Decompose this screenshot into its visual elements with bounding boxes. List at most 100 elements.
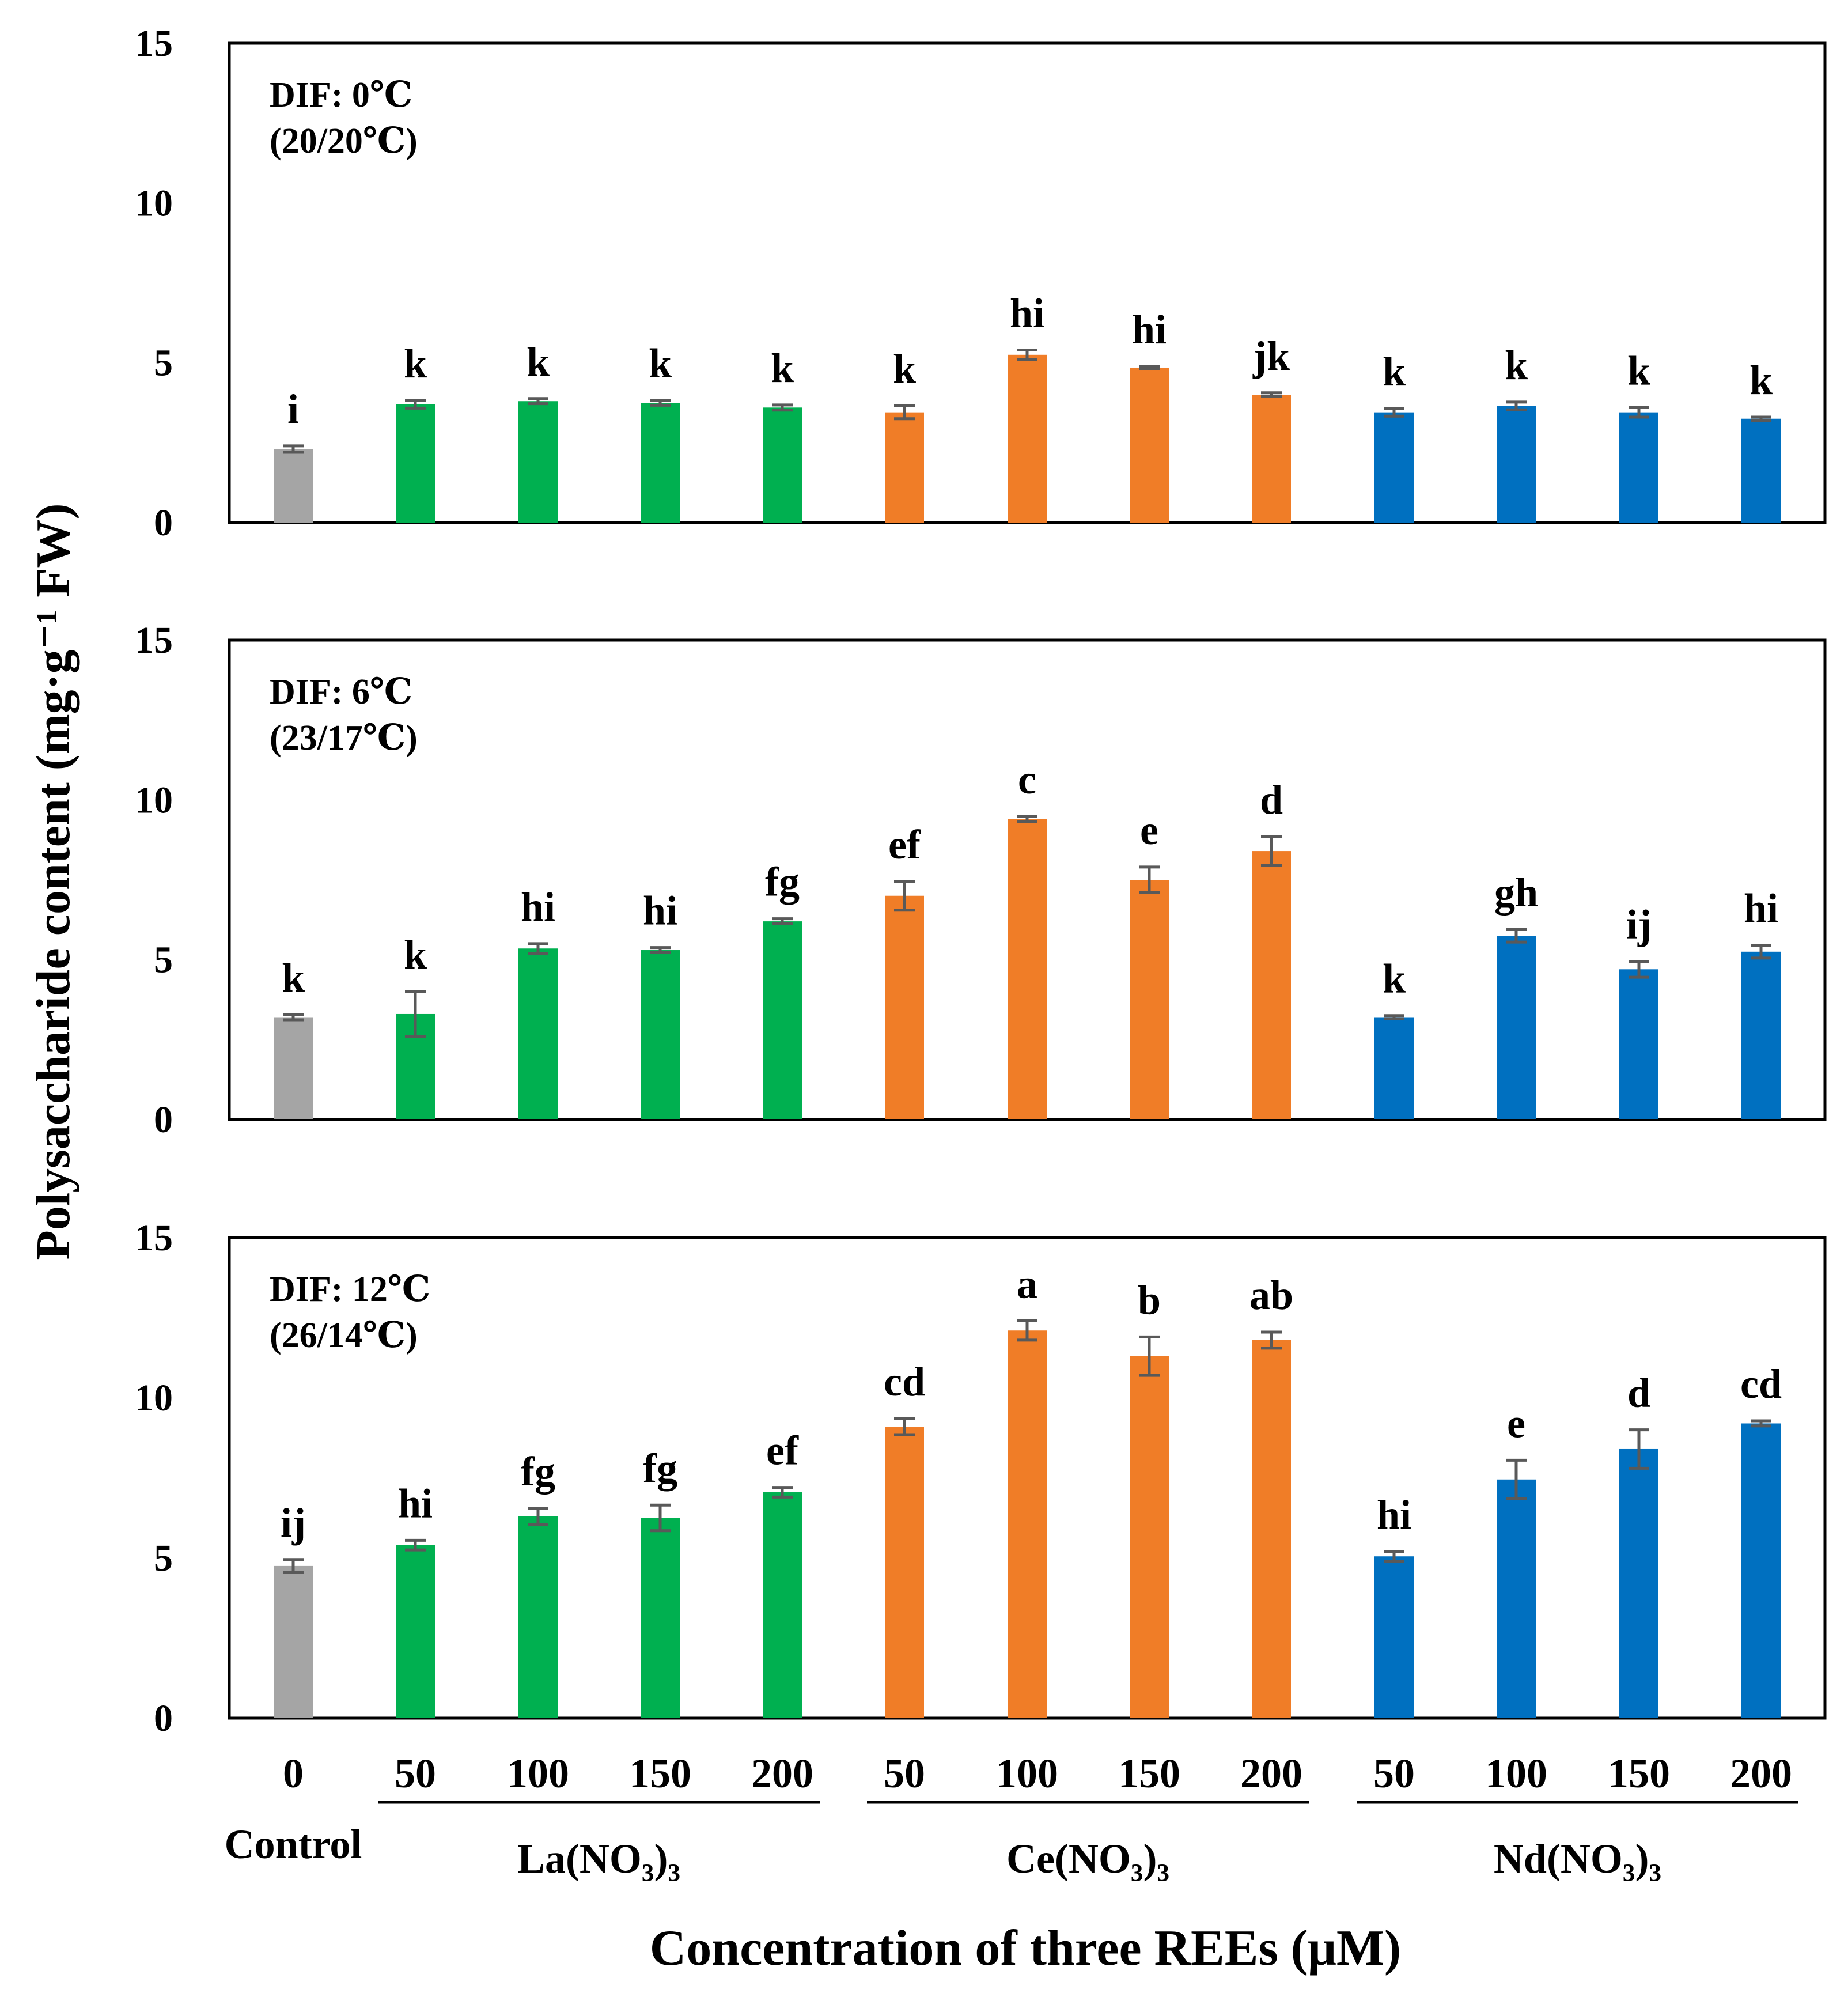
chart-svg: 0 5 10 15 DIF: 0℃ (20/20℃) i k k k k k hi hi jk k k k k 0 5 1…: [0, 0, 1848, 1994]
significance-letter: k: [1383, 349, 1406, 395]
x-tick-label: 200: [751, 1750, 813, 1796]
x-axis-title: Concentration of three REEs (μM): [650, 1920, 1402, 1976]
group-label: La(NO₃)₃: [517, 1836, 680, 1882]
x-tick-label: 150: [1118, 1750, 1180, 1796]
bar: [1130, 368, 1169, 523]
x-tick-label: 50: [1373, 1750, 1415, 1796]
bar: [641, 950, 680, 1119]
y-tick-label: 15: [135, 1217, 173, 1259]
bar: [1741, 1423, 1781, 1718]
significance-letter: hi: [398, 1480, 433, 1526]
significance-letter: k: [1505, 342, 1528, 388]
x-tick-label: 100: [996, 1750, 1058, 1796]
significance-letter: cd: [1740, 1361, 1782, 1407]
bar: [641, 403, 680, 523]
significance-letter: d: [1627, 1370, 1650, 1416]
bar: [518, 401, 558, 523]
significance-letter: a: [1017, 1261, 1037, 1307]
bar: [396, 404, 435, 523]
significance-letter: k: [771, 345, 794, 391]
significance-letter: hi: [1010, 290, 1044, 336]
significance-letter: cd: [884, 1359, 925, 1405]
significance-letter: ij: [1626, 901, 1652, 947]
bar: [1008, 819, 1047, 1119]
bar: [885, 1427, 924, 1718]
significance-letter: hi: [1377, 1492, 1411, 1538]
significance-letter: k: [649, 341, 672, 387]
significance-letter: jk: [1252, 333, 1290, 379]
y-tick-label: 5: [154, 939, 173, 981]
panel-label-dif: DIF: 6℃: [270, 672, 412, 712]
significance-letter: e: [1140, 807, 1158, 853]
significance-letter: ij: [281, 1500, 306, 1546]
x-tick-label: 50: [884, 1750, 925, 1796]
bar: [1252, 851, 1291, 1119]
significance-letter: k: [527, 339, 550, 385]
x-tick-label: 150: [629, 1750, 691, 1796]
y-tick-label: 15: [135, 22, 173, 65]
group-label: Control: [225, 1821, 362, 1867]
significance-letter: c: [1018, 757, 1036, 803]
significance-letter: e: [1507, 1400, 1525, 1446]
y-tick-label: 0: [154, 1099, 173, 1141]
significance-letter: gh: [1494, 869, 1538, 916]
significance-letter: hi: [1744, 886, 1778, 932]
bar: [885, 413, 924, 523]
x-tick-label: 150: [1608, 1750, 1670, 1796]
panel-label-dif: DIF: 12℃: [270, 1270, 430, 1309]
bar: [763, 407, 802, 523]
significance-letter: k: [404, 932, 427, 978]
x-tick-label: 100: [1485, 1750, 1547, 1796]
x-tick-label: 50: [395, 1750, 436, 1796]
y-tick-label: 15: [135, 619, 173, 661]
y-tick-label: 0: [154, 1697, 173, 1739]
significance-letter: k: [1627, 347, 1650, 394]
bar: [1374, 1556, 1414, 1718]
bar: [641, 1518, 680, 1719]
bar: [885, 896, 924, 1119]
bar: [1619, 969, 1658, 1119]
significance-letter: i: [287, 386, 299, 432]
significance-letter: k: [282, 955, 305, 1001]
bar: [1252, 1340, 1291, 1718]
bar: [1497, 936, 1536, 1119]
y-axis-title: Polysaccharide content (mg·g⁻¹ FW): [26, 504, 80, 1260]
bar: [1619, 1449, 1658, 1718]
y-tick-label: 10: [135, 182, 173, 224]
significance-letter: ef: [888, 822, 921, 868]
y-tick-label: 5: [154, 1537, 173, 1579]
bar: [518, 948, 558, 1119]
significance-letter: d: [1260, 777, 1283, 823]
significance-letter: hi: [521, 884, 555, 930]
panel-label-dif: DIF: 0℃: [270, 75, 412, 115]
x-tick-label: 0: [283, 1750, 304, 1796]
bar: [1008, 1330, 1047, 1718]
bar: [1497, 1480, 1536, 1718]
y-tick-label: 10: [135, 1377, 173, 1419]
significance-letter: fg: [521, 1448, 555, 1495]
bar: [1497, 406, 1536, 523]
bar: [1374, 1018, 1414, 1119]
significance-letter: k: [404, 341, 427, 387]
significance-letter: hi: [1132, 307, 1167, 353]
bar: [763, 1492, 802, 1718]
y-tick-label: 10: [135, 779, 173, 821]
group-label: Nd(NO₃)₃: [1494, 1836, 1661, 1882]
significance-letter: k: [1749, 357, 1773, 403]
chart-figure: 0 5 10 15 DIF: 0℃ (20/20℃) i k k k k k hi hi jk k k k k 0 5 1…: [0, 0, 1848, 1994]
bar: [1619, 413, 1658, 523]
bar: [396, 1545, 435, 1718]
significance-letter: b: [1138, 1277, 1161, 1323]
y-tick-label: 0: [154, 502, 173, 544]
panel-label-temps: (26/14℃): [270, 1316, 418, 1355]
bar: [1741, 419, 1781, 523]
significance-letter: fg: [765, 859, 800, 905]
bar: [1130, 1356, 1169, 1718]
panel-label-temps: (20/20℃): [270, 122, 418, 161]
significance-letter: k: [1383, 956, 1406, 1002]
y-tick-label: 5: [154, 342, 173, 384]
bar: [1252, 395, 1291, 523]
bar: [274, 1566, 313, 1718]
x-tick-label: 100: [507, 1750, 569, 1796]
panel-label-temps: (23/17℃): [270, 718, 418, 758]
